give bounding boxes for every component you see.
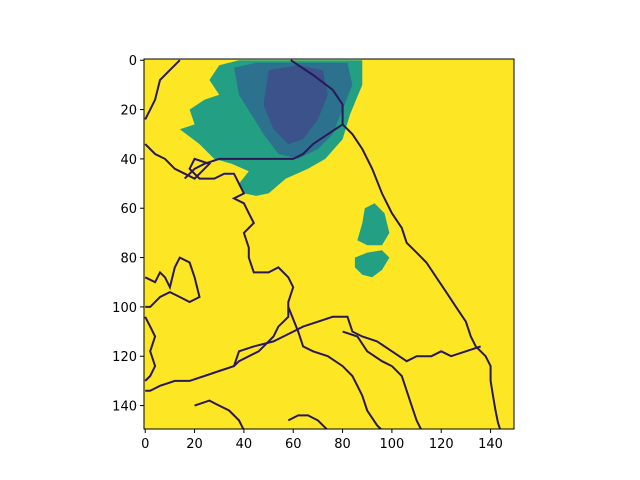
y-tick-label-40: 40 <box>120 153 137 168</box>
y-tick-label-100: 100 <box>112 301 137 316</box>
y-tick-label-60: 60 <box>120 202 137 217</box>
heatmap-plot-area <box>144 59 514 430</box>
x-tick-label-40: 40 <box>236 437 253 452</box>
x-tick-label-20: 20 <box>186 437 203 452</box>
y-tick-label-120: 120 <box>112 350 137 365</box>
x-tick-label-80: 80 <box>334 437 351 452</box>
y-tick-label-20: 20 <box>120 104 137 119</box>
y-tick-label-140: 140 <box>112 400 137 415</box>
x-tick-label-140: 140 <box>478 437 503 452</box>
x-tick-label-60: 60 <box>285 437 302 452</box>
x-tick-label-120: 120 <box>429 437 454 452</box>
y-tick-label-0: 0 <box>129 54 137 69</box>
y-tick-label-80: 80 <box>120 252 137 267</box>
x-tick-label-100: 100 <box>379 437 404 452</box>
x-tick-label-0: 0 <box>141 437 149 452</box>
